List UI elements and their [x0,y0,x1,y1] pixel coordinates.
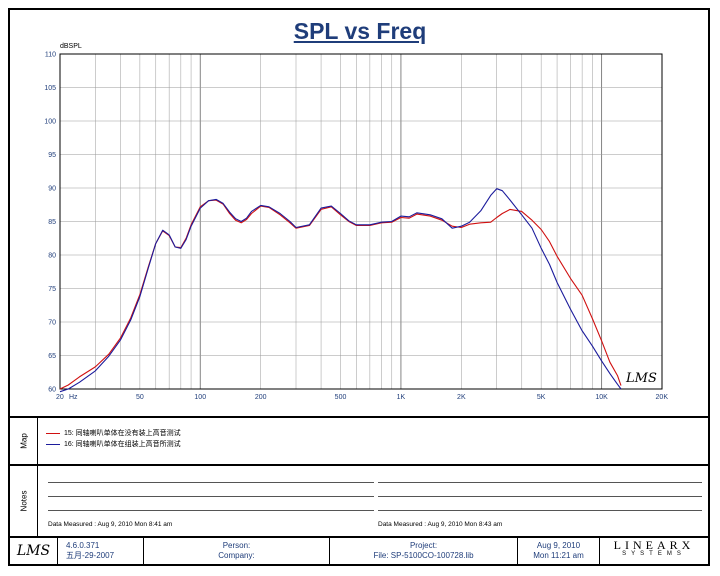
chart-brand-mark: LMS [625,371,657,386]
footer-logo-cell: LMS [10,538,58,564]
y-tick-label: 85 [48,219,56,226]
software-version-date: 五月-29-2007 [66,551,115,560]
footer: LMS 4.6.0.371 五月-29-2007 Person: Company… [10,536,708,564]
series-line-16 [59,188,622,393]
x-tick-label: 1K [397,394,406,401]
legend-label-16: 16: 同轴喇叭单体在组装上高音所测试 [64,441,181,448]
linearx-logo: LINEARX [613,538,695,552]
note-line [48,496,374,497]
y-tick-label: 110 [45,52,56,59]
footer-date-cell: Aug 9, 2010 Mon 11:21 am [518,538,600,564]
x-axis-unit-label: Hz [69,394,78,401]
legend-item-16: 16: 同轴喇叭单体在组装上高音所测试 [46,439,181,449]
footer-project-cell: Project: File: SP-5100CO-100728.lib [330,538,518,564]
y-axis-label: dBSPL [60,43,82,50]
company-label: Company: [218,551,255,560]
y-tick-label: 65 [48,353,56,360]
legend-swatch-red [46,432,60,434]
notes-section-label: Notes [10,466,38,536]
notes-section: Notes Data Measured : Aug 9, 2010 Mon 8:… [10,464,708,536]
legend-swatch-blue [46,443,60,445]
footer-version-cell: 4.6.0.371 五月-29-2007 [58,538,144,564]
linearx-subtitle: SYSTEMS [622,551,686,557]
series-lines [59,188,622,393]
y-tick-label: 95 [48,152,56,159]
x-tick-label: 100 [194,394,206,401]
x-tick-label: 10K [595,394,608,401]
y-tick-label: 80 [48,253,56,260]
map-section: Map 15: 同轴喇叭单体在没有装上高音测试 16: 同轴喇叭单体在组装上高音… [10,416,708,464]
note-line [378,496,702,497]
x-axis-ticks: 20 50 100 200 500 1K 2K 5K 10K 20K [56,394,668,401]
right-date-measured: Data Measured : Aug 9, 2010 Mon 8:43 am [378,521,503,528]
map-section-label: Map [10,418,38,464]
report-frame [8,8,710,566]
y-tick-label: 90 [48,186,56,193]
person-label: Person: [222,541,251,550]
note-line [48,482,374,483]
lms-logo: LMS [16,543,51,559]
footer-vendor-cell: LINEARX SYSTEMS [600,538,708,564]
note-line [48,510,374,511]
x-tick-label: 200 [255,394,267,401]
y-tick-label: 105 [44,85,56,92]
x-tick-label: 5K [537,394,546,401]
print-time: Mon 11:21 am [533,551,584,560]
left-date-measured: Data Measured : Aug 9, 2010 Mon 8:41 am [48,521,173,528]
x-tick-label: 500 [335,394,347,401]
spl-frequency-chart: 60 65 70 75 80 85 90 95 100 105 110 20 50 100 200 500 1… [44,43,668,401]
file-name: File: SP-5100CO-100728.lib [373,551,474,560]
y-tick-label: 70 [48,320,56,327]
chart-title: SPL vs Freq [293,18,427,44]
note-line [378,482,702,483]
x-tick-label: 2K [457,394,466,401]
y-tick-label: 75 [48,286,56,293]
legend-item-15: 15: 同轴喇叭单体在没有装上高音测试 [46,428,181,438]
x-tick-label: 20K [656,394,669,401]
y-tick-label: 60 [48,387,56,394]
software-version: 4.6.0.371 [66,541,100,550]
note-line [378,510,702,511]
y-tick-label: 100 [44,119,56,126]
plot-area-border [59,53,663,390]
footer-person-cell: Person: Company: [144,538,330,564]
chart-grid [60,53,662,390]
series-line-15 [59,199,622,390]
x-tick-label: 20 [56,394,64,401]
legend-label-15: 15: 同轴喇叭单体在没有装上高音测试 [64,430,181,437]
print-date: Aug 9, 2010 [536,541,581,550]
x-tick-label: 50 [136,394,144,401]
project-label: Project: [409,541,438,550]
y-axis-ticks: 60 65 70 75 80 85 90 95 100 105 110 [44,52,56,394]
